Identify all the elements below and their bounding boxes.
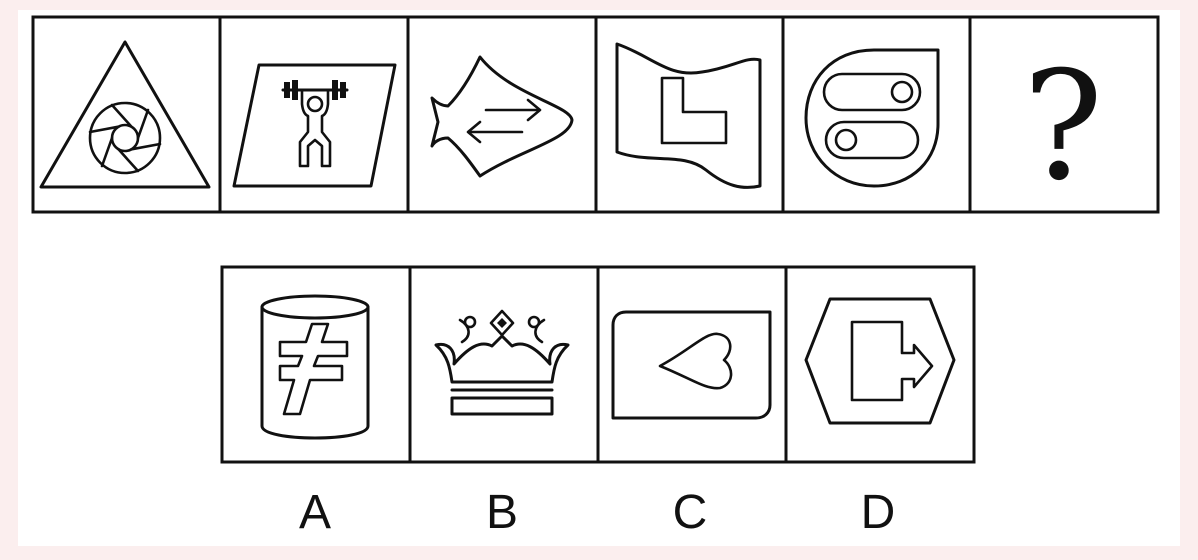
option-label-a: A [299,486,331,539]
option-label-d: D [861,486,896,539]
not-equal-in-cylinder-icon [260,294,370,440]
option-label-b: B [486,486,518,539]
aperture-in-triangle-icon [39,40,211,189]
heart-in-card-icon [611,310,772,420]
question-mark: ? [1023,40,1103,214]
option-label-c: C [673,486,708,539]
option-a[interactable]: A [260,294,370,539]
option-b[interactable]: B [434,309,570,539]
weightlifter-in-parallelogram-icon [232,63,397,188]
crown-icon [434,309,570,416]
l-shape-in-flag-icon [615,42,762,189]
question-row: ? [31,15,1160,214]
options-row: A B [220,265,976,539]
option-c[interactable]: C [611,310,772,539]
arrows-in-spade-icon [430,55,574,178]
option-d[interactable]: D [804,297,956,539]
arrow-box-in-hexagon-icon [804,297,956,425]
toggles-in-drop-icon [804,48,940,188]
